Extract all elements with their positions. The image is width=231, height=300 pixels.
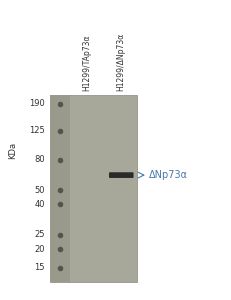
Text: 125: 125 [29, 126, 45, 135]
Text: 20: 20 [35, 244, 45, 253]
FancyBboxPatch shape [109, 172, 134, 178]
Text: 50: 50 [35, 185, 45, 194]
Text: H1299/TAp73α: H1299/TAp73α [83, 35, 92, 92]
Text: 80: 80 [34, 155, 45, 164]
Text: H1299/ΔNp73α: H1299/ΔNp73α [116, 33, 125, 92]
Text: ΔNp73α: ΔNp73α [149, 170, 188, 180]
Text: 40: 40 [35, 200, 45, 209]
Text: KDa: KDa [8, 141, 17, 159]
Bar [50, 94, 137, 282]
Text: 190: 190 [29, 100, 45, 109]
Bar [50, 94, 70, 282]
Text: 25: 25 [35, 230, 45, 239]
Text: 15: 15 [35, 263, 45, 272]
